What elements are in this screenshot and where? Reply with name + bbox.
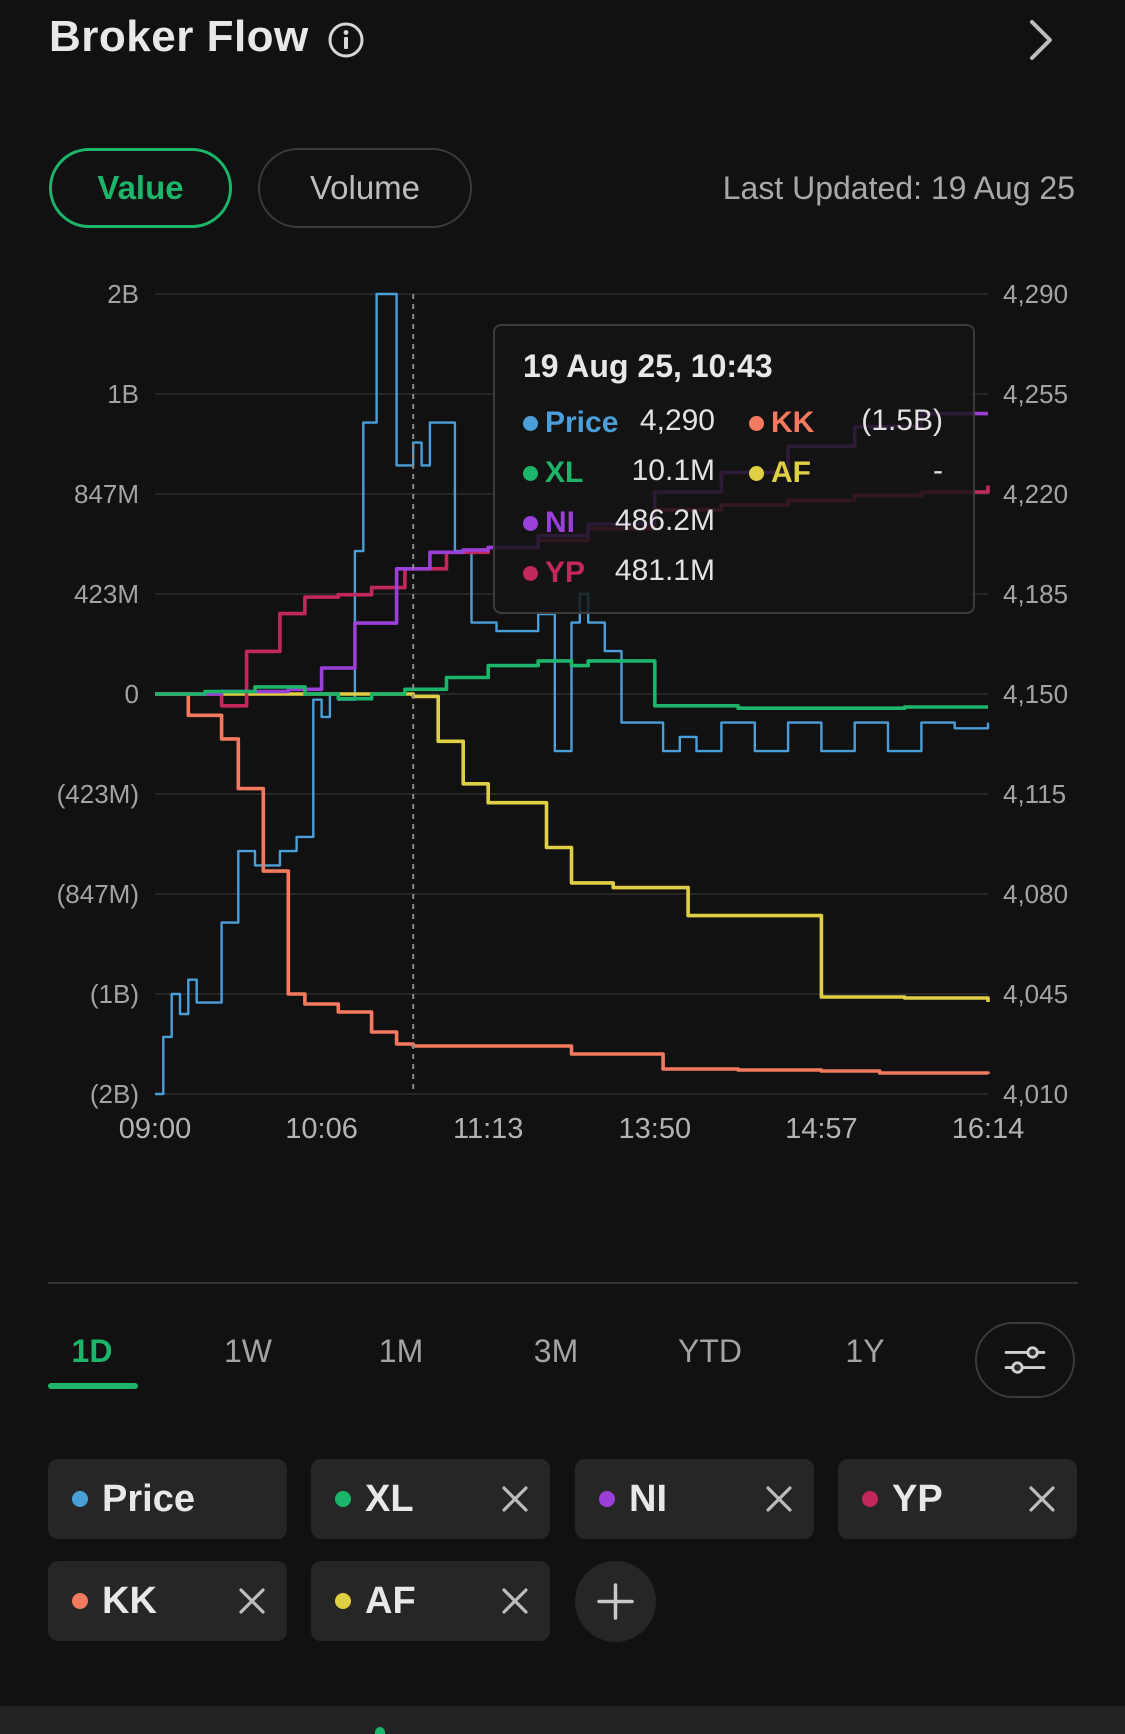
tooltip-value-price: 4,290	[639, 404, 715, 437]
tooltip-value-af: -	[933, 454, 943, 487]
chip-af[interactable]: AF	[311, 1561, 550, 1641]
right-axis-tick: 4,150	[1003, 679, 1068, 709]
info-icon[interactable]	[326, 20, 366, 60]
right-axis-tick: 4,290	[1003, 279, 1068, 309]
tooltip-label-yp: YP	[523, 556, 585, 590]
left-axis-tick: (423M)	[57, 779, 139, 809]
x-axis-tick: 16:14	[952, 1113, 1025, 1145]
tooltip-value-xl: 10.1M	[631, 454, 715, 487]
left-axis-tick: (847M)	[57, 879, 139, 909]
right-axis: 4,290 4,255 4,220 4,185 4,150 4,115 4,080 4,045…	[1003, 279, 1068, 1109]
series-line-xl	[155, 659, 988, 710]
bottom-nav-bar	[0, 1706, 1125, 1734]
tooltip-label-af: AF	[749, 456, 811, 490]
close-icon[interactable]	[500, 1483, 530, 1515]
right-axis-tick: 4,255	[1003, 379, 1068, 409]
divider	[48, 1282, 1078, 1284]
tab-3m[interactable]: 3M	[533, 1333, 579, 1369]
tab-1m[interactable]: 1M	[378, 1333, 424, 1369]
left-axis-tick: 423M	[74, 579, 139, 609]
tooltip-value-kk: (1.5B)	[861, 404, 943, 437]
tooltip-label-xl: XL	[523, 456, 583, 490]
ni-dot-icon	[599, 1491, 615, 1507]
chip-ni[interactable]: NI	[575, 1459, 814, 1539]
yp-dot-icon	[862, 1491, 878, 1507]
x-axis-tick: 09:00	[119, 1113, 192, 1145]
tooltip-label-price: Price	[523, 406, 618, 440]
tooltip-title: 19 Aug 25, 10:43	[523, 348, 773, 384]
chip-yp[interactable]: YP	[838, 1459, 1077, 1539]
close-icon[interactable]	[1027, 1483, 1057, 1515]
x-axis-tick: 10:06	[285, 1113, 358, 1145]
close-icon[interactable]	[237, 1585, 267, 1617]
tooltip-label-kk: KK	[749, 406, 814, 440]
close-icon[interactable]	[764, 1483, 794, 1515]
right-axis-tick: 4,185	[1003, 579, 1068, 609]
tooltip-label-ni: NI	[523, 506, 575, 540]
tooltip-value-ni: 486.2M	[614, 504, 715, 537]
left-axis-tick: 0	[125, 679, 139, 709]
chevron-right-icon[interactable]	[1024, 16, 1060, 64]
chip-price[interactable]: Price	[48, 1459, 287, 1539]
right-axis-tick: 4,080	[1003, 879, 1068, 909]
sliders-icon	[1004, 1346, 1046, 1374]
right-axis-tick: 4,115	[1003, 779, 1066, 809]
left-axis-tick: 2B	[107, 279, 139, 309]
value-toggle-button[interactable]: Value	[49, 148, 232, 228]
left-axis-tick: (2B)	[90, 1079, 139, 1109]
plus-icon	[597, 1583, 634, 1620]
left-axis-tick: 847M	[74, 479, 139, 509]
right-axis-tick: 4,045	[1003, 979, 1068, 1009]
chip-kk[interactable]: KK	[48, 1561, 287, 1641]
tab-1d[interactable]: 1D	[71, 1333, 113, 1369]
x-axis-tick: 14:57	[785, 1113, 858, 1145]
tab-ytd[interactable]: YTD	[678, 1333, 742, 1369]
x-axis-tick: 11:13	[453, 1113, 523, 1145]
page-title: Broker Flow	[49, 12, 309, 61]
bottom-nav-indicator	[375, 1727, 385, 1734]
last-updated-text: Last Updated: 19 Aug 25	[722, 170, 1075, 206]
price-dot-icon	[72, 1491, 88, 1507]
kk-dot-icon	[72, 1593, 88, 1609]
left-axis: 2B 1B 847M 423M 0 (423M) (847M) (1B) (2B)	[57, 279, 139, 1109]
tab-1w[interactable]: 1W	[224, 1333, 272, 1369]
left-axis-tick: 1B	[107, 379, 139, 409]
chart-tooltip: 19 Aug 25, 10:43 Price 4,290 KK (1.5B) X…	[493, 324, 975, 614]
volume-toggle-button[interactable]: Volume	[258, 148, 472, 228]
active-tab-indicator	[48, 1383, 138, 1389]
chart-settings-button[interactable]	[975, 1322, 1075, 1398]
tooltip-value-yp: 481.1M	[614, 554, 715, 587]
series-line-kk	[155, 692, 990, 1075]
left-axis-tick: (1B)	[90, 979, 139, 1009]
af-dot-icon	[335, 1593, 351, 1609]
x-axis: 09:00 10:06 11:13 13:50 14:57 16:14	[119, 1113, 1025, 1145]
x-axis-tick: 13:50	[619, 1113, 692, 1145]
tab-1y[interactable]: 1Y	[845, 1333, 885, 1369]
right-axis-tick: 4,220	[1003, 479, 1068, 509]
xl-dot-icon	[335, 1491, 351, 1507]
close-icon[interactable]	[500, 1585, 530, 1617]
chip-xl[interactable]: XL	[311, 1459, 550, 1539]
right-axis-tick: 4,010	[1003, 1079, 1068, 1109]
add-series-button[interactable]	[575, 1561, 656, 1642]
